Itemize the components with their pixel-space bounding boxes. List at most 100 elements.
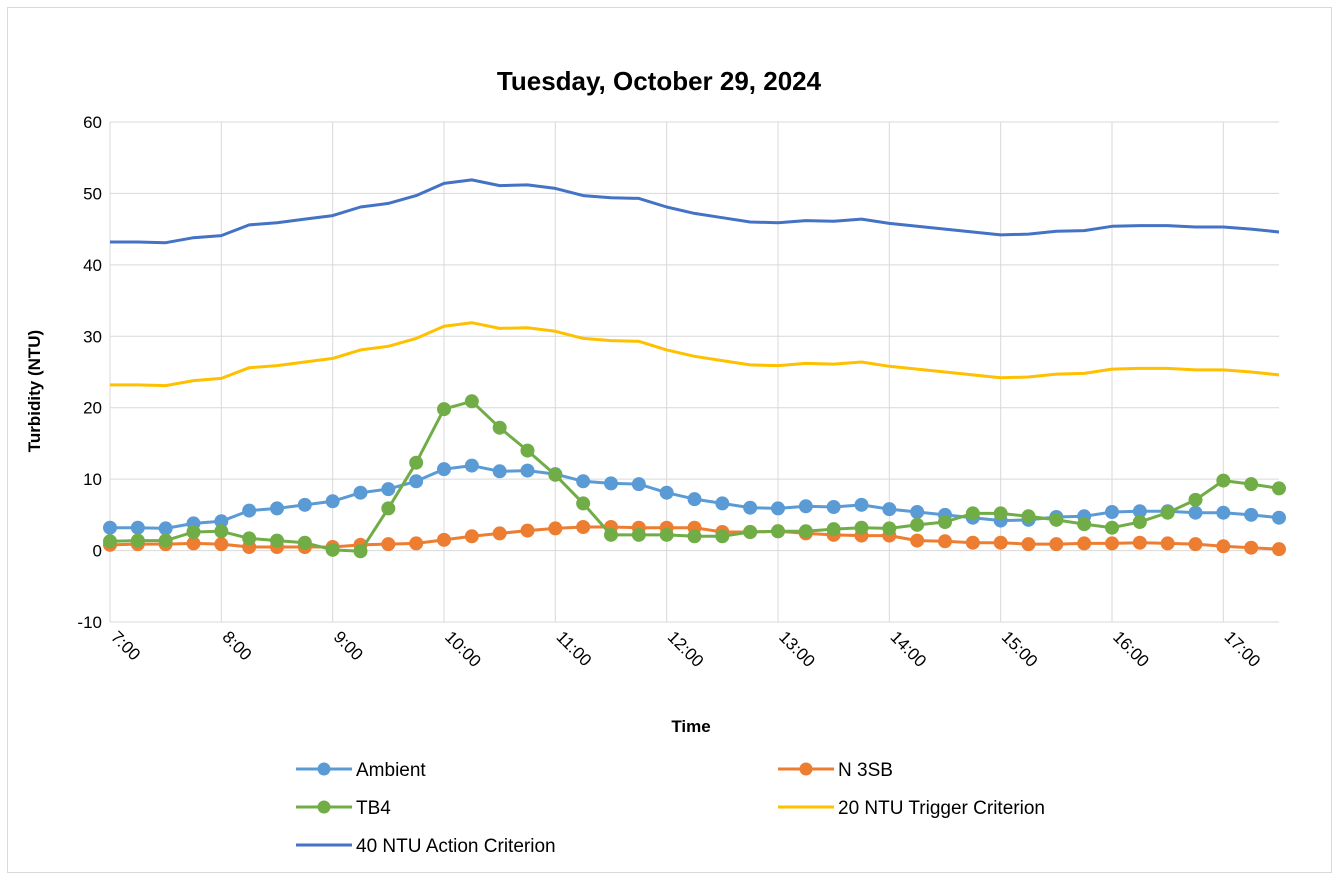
data-point: [214, 524, 229, 539]
data-point: [325, 542, 340, 557]
data-point: [687, 492, 702, 507]
data-point: [381, 501, 396, 516]
x-tick-label: 17:00: [1221, 627, 1265, 671]
legend-label: 20 NTU Trigger Criterion: [838, 798, 1045, 819]
data-point: [1105, 520, 1119, 535]
series-tb4: [103, 394, 1286, 559]
x-tick-label: 10:00: [441, 627, 485, 671]
legend-item: TB4: [296, 798, 391, 819]
data-point: [270, 501, 284, 516]
data-point: [910, 533, 925, 548]
data-point: [771, 501, 785, 516]
series-line: [110, 178, 1280, 245]
data-point: [882, 502, 897, 517]
series-40-ntu-action-criterion: [110, 178, 1280, 245]
x-axis-ticks: 7:00 8:00 9:00 10:00 11:00 12:00 13:00 14:00 15:…: [107, 627, 1264, 671]
data-point: [381, 537, 396, 552]
y-tick-label: 30: [83, 327, 102, 346]
data-point: [1188, 537, 1203, 552]
data-point: [1188, 492, 1203, 507]
data-point: [492, 464, 507, 479]
x-tick-label: 16:00: [1109, 627, 1153, 671]
data-point: [854, 520, 869, 535]
x-tick-label: 14:00: [887, 627, 931, 671]
y-tick-label: 20: [83, 399, 102, 418]
data-point: [409, 455, 424, 470]
data-point: [604, 476, 618, 491]
y-tick-label: 60: [83, 113, 102, 132]
y-tick-label: 10: [83, 470, 102, 489]
data-point: [659, 485, 674, 500]
data-point: [826, 500, 841, 514]
data-point: [520, 463, 535, 478]
data-point: [965, 535, 980, 550]
data-point: [1105, 536, 1119, 551]
data-point: [1272, 510, 1286, 525]
data-point: [520, 523, 535, 538]
data-point: [520, 443, 535, 458]
data-point: [965, 506, 980, 521]
data-point: [1272, 542, 1286, 557]
legend-swatch-marker: [317, 762, 331, 776]
chart-title: Tuesday, October 29, 2024: [497, 66, 822, 96]
data-point: [464, 529, 479, 544]
data-point: [353, 485, 368, 500]
data-point: [1077, 517, 1092, 532]
data-point: [1049, 537, 1064, 552]
data-point: [715, 529, 730, 544]
series-20-ntu-trigger-criterion: [110, 321, 1280, 388]
legend-item: 20 NTU Trigger Criterion: [778, 798, 1045, 819]
data-point: [548, 521, 563, 536]
data-point: [437, 532, 451, 547]
x-tick-label: 9:00: [330, 627, 367, 664]
x-tick-label: 7:00: [107, 627, 144, 664]
data-point: [409, 474, 424, 489]
data-point: [464, 458, 479, 473]
series-layer: [103, 178, 1286, 559]
x-axis-title: Time: [671, 717, 710, 736]
data-point: [882, 521, 897, 536]
data-point: [1049, 512, 1064, 527]
data-point: [993, 535, 1008, 550]
y-tick-label: 0: [93, 542, 102, 561]
data-point: [1021, 537, 1036, 552]
data-point: [1021, 509, 1036, 524]
data-point: [297, 497, 312, 512]
data-point: [938, 515, 952, 529]
line-chart: Tuesday, October 29, 2024 -10 0 10 20 30 40 50…: [25, 66, 1286, 857]
data-point: [715, 496, 730, 511]
legend-item: N 3SB: [778, 760, 893, 781]
data-point: [576, 496, 591, 511]
y-tick-label: 50: [83, 184, 102, 203]
data-point: [492, 420, 507, 435]
data-point: [1188, 505, 1203, 520]
series-line: [110, 321, 1280, 388]
data-point: [631, 527, 646, 542]
data-point: [492, 526, 507, 541]
data-point: [910, 505, 925, 519]
legend-label: N 3SB: [838, 760, 893, 781]
data-point: [743, 500, 758, 515]
data-point: [798, 524, 813, 539]
data-point: [409, 536, 424, 551]
data-point: [604, 527, 618, 542]
data-point: [186, 525, 201, 539]
data-point: [910, 517, 925, 532]
data-point: [1077, 536, 1092, 551]
data-point: [798, 499, 813, 514]
x-tick-label: 11:00: [553, 627, 596, 670]
legend-swatch-marker: [799, 762, 813, 776]
data-point: [1216, 505, 1231, 520]
data-point: [1272, 481, 1286, 496]
data-point: [1216, 539, 1231, 554]
y-axis-ticks: -10 0 10 20 30 40 50 60: [77, 113, 102, 632]
data-point: [659, 527, 674, 542]
data-point: [771, 524, 785, 539]
data-point: [687, 529, 702, 544]
data-point: [103, 520, 117, 535]
y-tick-label: 40: [83, 256, 102, 275]
legend: Ambient N 3SB TB4 20 NTU Trigger Criterion 4…: [296, 760, 1045, 857]
data-point: [437, 462, 451, 477]
data-point: [297, 535, 312, 550]
legend-label: TB4: [356, 798, 391, 819]
